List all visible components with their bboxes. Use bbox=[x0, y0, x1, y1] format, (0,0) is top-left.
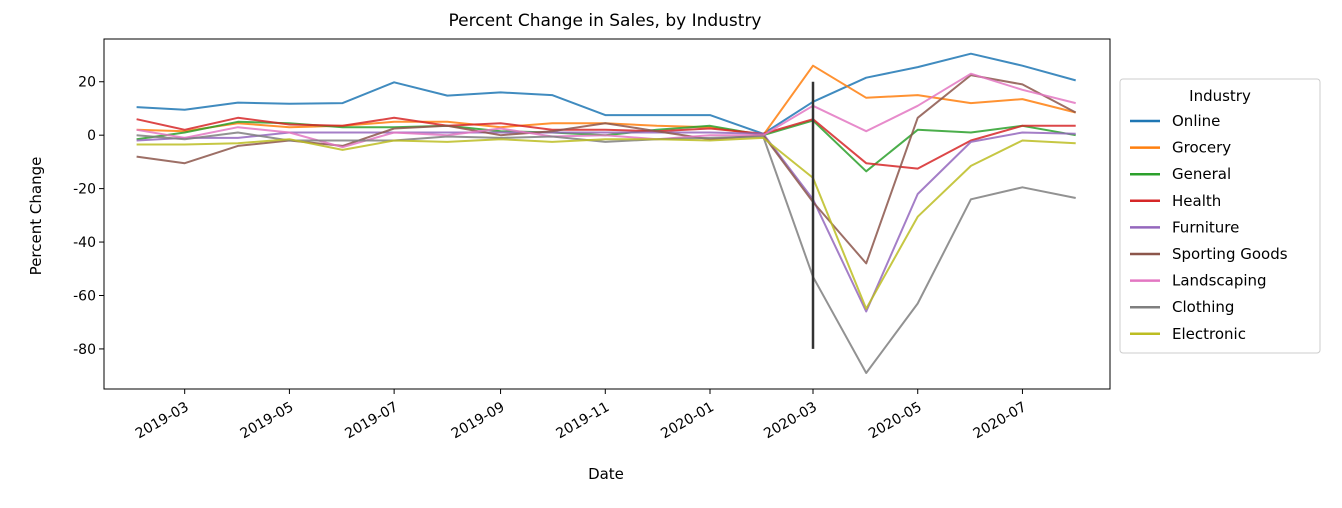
plot-frame bbox=[103, 38, 1111, 390]
legend-label: Grocery bbox=[1172, 139, 1231, 157]
legend-label: Furniture bbox=[1172, 218, 1239, 236]
x-tick-label: 2020-07 bbox=[971, 399, 1030, 442]
x-axis: 2019-03 2019-05 2019-07 2019-09 2019-11 2020-… bbox=[133, 389, 1029, 442]
y-tick-label: -80 bbox=[73, 342, 96, 358]
series-line-grocery bbox=[136, 64, 1076, 137]
y-axis-title: Percent Change bbox=[27, 157, 45, 276]
legend-label: Electronic bbox=[1172, 325, 1246, 343]
y-tick-label: -60 bbox=[73, 288, 96, 304]
x-tick-label: 2019-11 bbox=[554, 399, 613, 442]
legend-box bbox=[1119, 78, 1321, 354]
x-tick-label: 2020-05 bbox=[866, 399, 925, 442]
legend-label: Landscaping bbox=[1172, 272, 1267, 290]
legend-label: Clothing bbox=[1172, 298, 1234, 316]
series-line-online bbox=[136, 52, 1076, 135]
legend-label: Sporting Goods bbox=[1172, 245, 1288, 263]
y-tick-label: -40 bbox=[73, 235, 96, 251]
chart-title: Percent Change in Sales, by Industry bbox=[449, 11, 762, 31]
x-tick-label: 2020-03 bbox=[761, 399, 820, 442]
x-axis-title: Date bbox=[588, 465, 624, 483]
series-line-health bbox=[136, 116, 1076, 170]
y-axis: 20 0 -20 -40 -60 -80 bbox=[73, 75, 104, 358]
series-line-electronic bbox=[136, 136, 1076, 310]
legend-title: Industry bbox=[1189, 87, 1251, 105]
legend-label: Online bbox=[1172, 112, 1220, 130]
legend-label: Health bbox=[1172, 192, 1221, 210]
y-tick-label: 0 bbox=[87, 128, 96, 144]
legend: Industry Online Grocery General Health Furnit… bbox=[1119, 78, 1321, 354]
series-line-landscaping bbox=[136, 72, 1076, 149]
x-tick-label: 2019-07 bbox=[342, 399, 401, 442]
series-line-general bbox=[136, 119, 1076, 173]
x-tick-label: 2019-03 bbox=[133, 399, 192, 442]
plot-area bbox=[103, 38, 1111, 390]
series-line-clothing bbox=[136, 131, 1076, 374]
y-tick-label: 20 bbox=[78, 75, 96, 91]
x-tick-label: 2019-05 bbox=[238, 399, 297, 442]
x-tick-label: 2020-01 bbox=[658, 399, 717, 442]
legend-label: General bbox=[1172, 165, 1231, 183]
x-tick-label: 2019-09 bbox=[449, 399, 508, 442]
y-tick-label: -20 bbox=[73, 182, 96, 198]
